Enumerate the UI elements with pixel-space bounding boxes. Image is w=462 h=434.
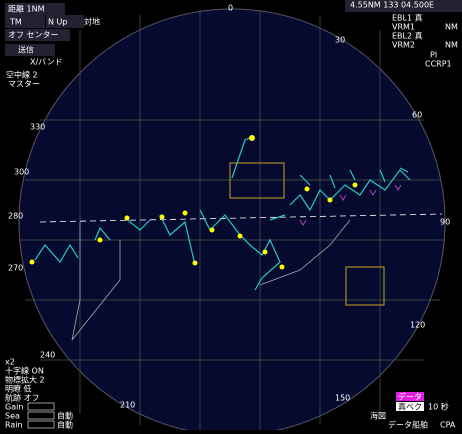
pi: PI (430, 51, 437, 60)
mode[interactable]: TM (9, 18, 22, 27)
bearing-label: 120 (410, 321, 425, 330)
ebl1[interactable]: EBL1 真 (392, 13, 423, 23)
radar-screen: 距離 1NM TM N Up 対地 オフ センター 送信 X/バンド 空中線 2… (0, 0, 462, 430)
chart-button[interactable]: 海図 (370, 411, 386, 421)
transmit[interactable]: 送信 (18, 45, 34, 55)
zoom[interactable]: x2 (5, 358, 15, 367)
bearing-label: 240 (40, 351, 55, 360)
master: マスター (8, 80, 40, 89)
sea-label: Sea (5, 412, 20, 421)
radar-ring (19, 9, 445, 430)
rain-auto: 自動 (57, 420, 73, 430)
off-center[interactable]: オフ センター (8, 31, 59, 40)
trail[interactable]: 航跡 オフ (5, 393, 40, 403)
cross-hair[interactable]: 十字線 ON (5, 366, 44, 376)
sea-auto: 自動 (57, 411, 73, 421)
range[interactable]: 距離 1NM (8, 4, 45, 14)
ebl2[interactable]: EBL2 真 (392, 31, 423, 41)
data-tag[interactable]: データ (398, 392, 422, 402)
bearing-label: 150 (335, 394, 350, 403)
bearing-label: 270 (8, 264, 23, 273)
ccrp: CCRP1 (425, 60, 452, 69)
clarity[interactable]: 明瞭 低 (5, 384, 32, 394)
vrm2-unit: NM (445, 41, 458, 50)
bearing-label: 330 (30, 123, 45, 132)
bearing-label: 0 (228, 4, 233, 13)
vrm1[interactable]: VRM1 (392, 23, 415, 32)
ship-button[interactable]: 船舶 (412, 420, 428, 430)
stabilization[interactable]: 対地 (84, 17, 100, 27)
target-expand[interactable]: 物標拡大 2 (5, 375, 45, 385)
bearing-label: 30 (335, 36, 345, 45)
band: X/バンド (30, 58, 63, 67)
vector-time[interactable]: 10 秒 (428, 402, 449, 412)
bearing-label: 90 (440, 218, 450, 227)
cpa-button[interactable]: CPA (440, 421, 456, 430)
antenna[interactable]: 空中線 2 (6, 70, 38, 80)
bearing-label: 300 (14, 168, 29, 177)
vrm1-unit: NM (445, 23, 458, 32)
cursor-readout: 4.55NM 133 04.500E (350, 1, 434, 10)
orientation[interactable]: N Up (48, 18, 67, 27)
vrm2[interactable]: VRM2 (392, 41, 415, 50)
bearing-label: 210 (120, 401, 135, 410)
data-button[interactable]: データ (388, 420, 412, 430)
bearing-label: 280 (8, 212, 23, 221)
gain-label: Gain (5, 403, 23, 412)
rain-label: Rain (5, 421, 23, 430)
bearing-label: 60 (412, 111, 422, 120)
